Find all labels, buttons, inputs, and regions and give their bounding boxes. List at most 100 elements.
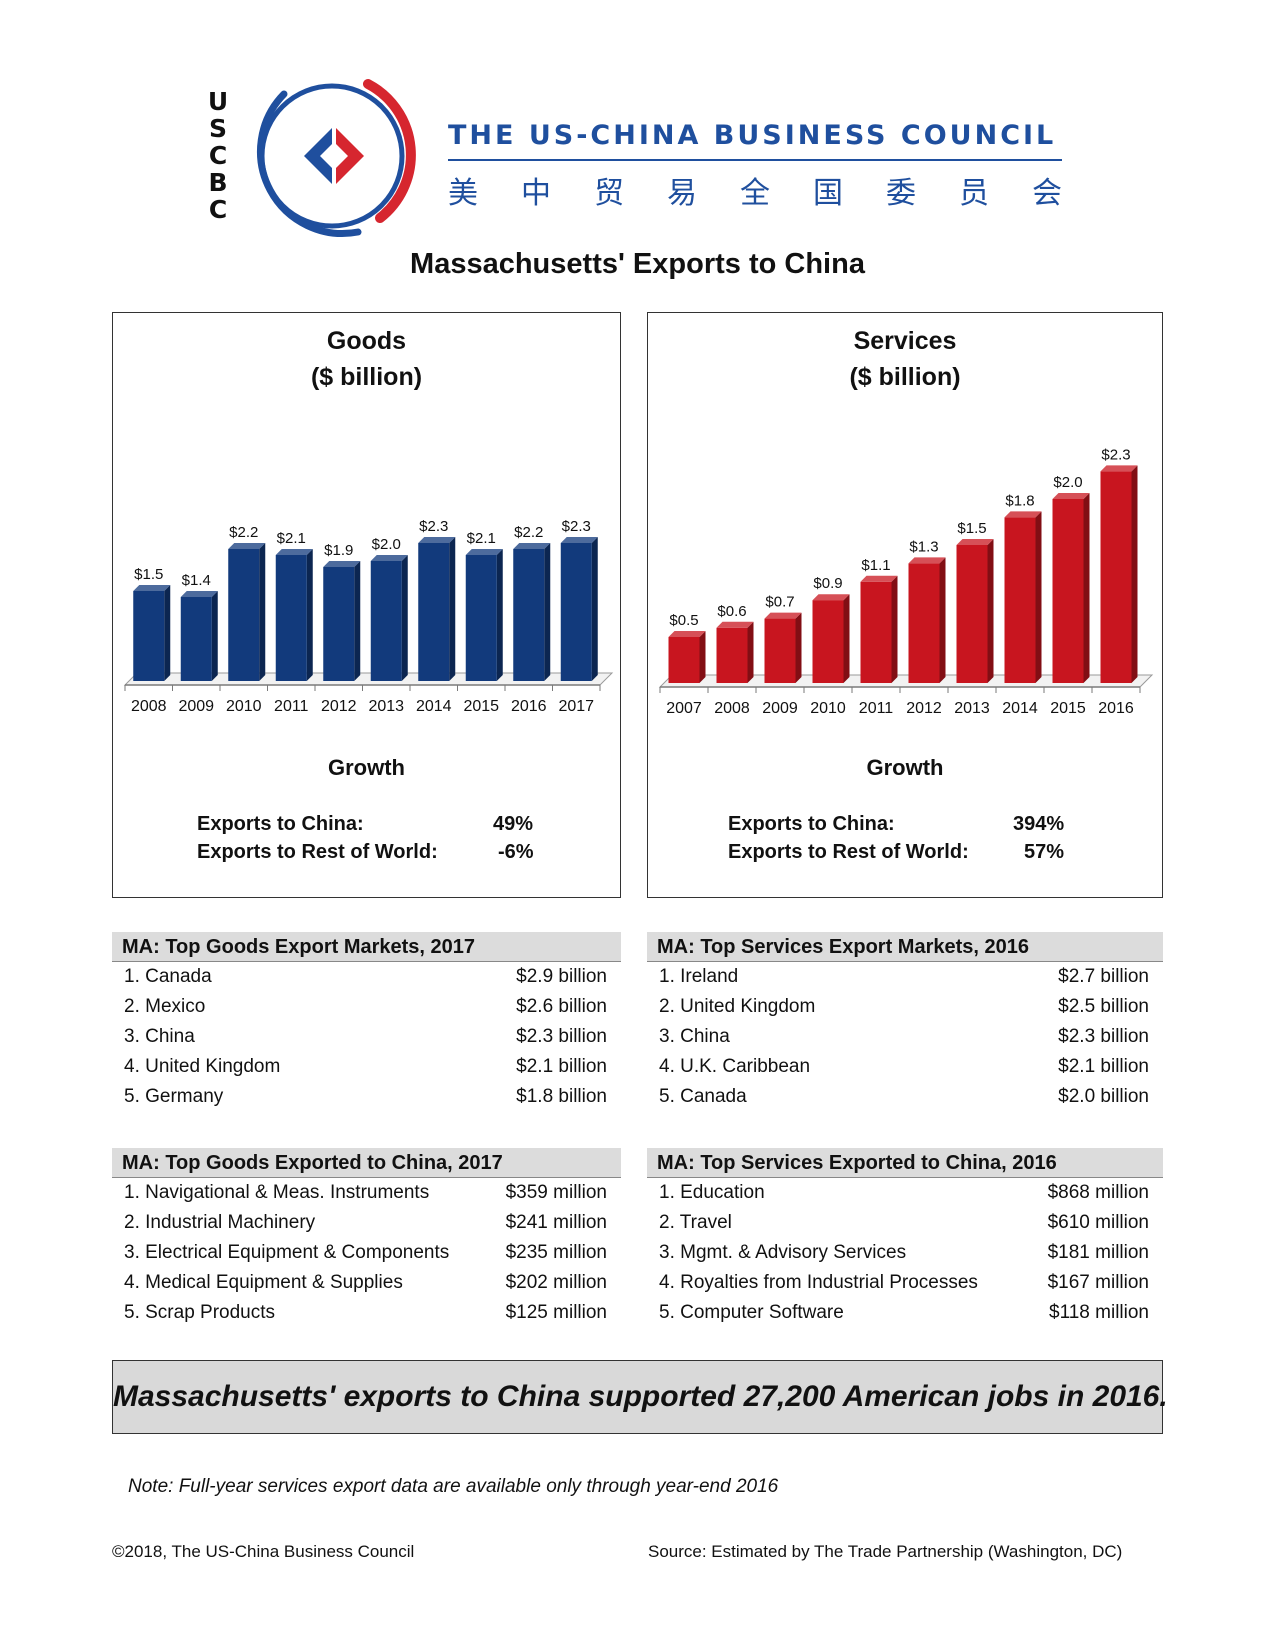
row-label: 5. Germany [124, 1086, 224, 1107]
bar [1004, 517, 1036, 683]
services-growth-value-china: 394% [1013, 813, 1065, 835]
goods-growth-value-world: -6% [498, 841, 534, 863]
data-label: $2.3 [562, 518, 591, 535]
logo-vertical-letters: U S C B C [203, 88, 233, 223]
logo-letter: U [207, 87, 229, 116]
data-label: $1.9 [324, 542, 353, 559]
bar [465, 555, 497, 681]
bar [668, 637, 700, 683]
data-label: $2.3 [1101, 446, 1130, 463]
row-label: 3. China [659, 1026, 730, 1047]
bar-top [908, 557, 946, 564]
table-row: 5. Scrap Products $125 million [112, 1298, 621, 1328]
services-chart-title-line2: ($ billion) [849, 363, 961, 391]
logo-red-arc [363, 79, 416, 223]
bar [418, 543, 450, 681]
table-row: 5. Computer Software $118 million [647, 1298, 1163, 1328]
row-value: $181 million [1047, 1242, 1149, 1263]
row-value: $125 million [505, 1302, 607, 1323]
x-tick-label: 2010 [226, 698, 262, 715]
bar [513, 549, 545, 681]
row-label: 5. Scrap Products [124, 1302, 276, 1323]
cn-char: 中 [521, 176, 551, 211]
data-label: $1.4 [182, 572, 211, 589]
row-value: $2.0 billion [1058, 1086, 1149, 1107]
data-label: $2.1 [467, 530, 496, 547]
row-label: 2. United Kingdom [659, 996, 816, 1017]
row-label: 1. Navigational & Meas. Instruments [124, 1182, 430, 1203]
page-title: Massachusetts' Exports to China [410, 248, 865, 280]
bar-side [795, 612, 802, 683]
data-label: $1.5 [134, 566, 163, 583]
row-value: $359 million [505, 1182, 607, 1203]
goods-bar-chart: $1.5 2008 $1.4 2009 $2.2 2010 $2.1 2011 $1.9 2012… [123, 518, 614, 715]
bar-side [1035, 511, 1042, 683]
logo-letter: B [208, 168, 228, 197]
bar-side [544, 543, 551, 681]
bar-side [449, 537, 456, 681]
bar-side [401, 555, 408, 681]
row-value: $241 million [505, 1212, 607, 1233]
logo-letter: C [208, 141, 228, 170]
x-tick-label: 2007 [666, 700, 702, 717]
row-label: 5. Computer Software [659, 1302, 844, 1323]
bar-side [259, 543, 266, 681]
bar-top [513, 543, 551, 549]
services-markets-table: MA: Top Services Export Markets, 2016 1.… [647, 932, 1163, 1112]
x-tick-label: 2014 [416, 698, 452, 715]
data-label: $0.5 [669, 612, 698, 629]
bar [812, 600, 844, 683]
row-value: $2.7 billion [1058, 966, 1149, 987]
services-to-china-table: MA: Top Services Exported to China, 2016… [647, 1148, 1163, 1328]
table-row: 5. Germany $1.8 billion [112, 1082, 621, 1112]
goods-markets-table: MA: Top Goods Export Markets, 2017 1. Ca… [112, 932, 621, 1112]
bar [370, 561, 402, 681]
x-tick-label: 2014 [1002, 700, 1038, 717]
row-value: $2.3 billion [516, 1026, 607, 1047]
x-tick-label: 2017 [558, 698, 594, 715]
jobs-banner: Massachusetts' exports to China supporte… [112, 1360, 1168, 1434]
table-row: 5. Canada $2.0 billion [647, 1082, 1163, 1112]
table-row: 1. Canada $2.9 billion [112, 962, 621, 992]
bar-top [228, 543, 266, 549]
bar-side [164, 585, 171, 681]
data-label: $2.2 [229, 524, 258, 541]
row-value: $868 million [1047, 1182, 1149, 1203]
bar-side [843, 594, 850, 683]
table-row: 4. U.K. Caribbean $2.1 billion [647, 1052, 1163, 1082]
bar-top [764, 612, 802, 619]
row-label: 1. Canada [124, 966, 212, 987]
bar [860, 581, 892, 683]
source-credit: Source: Estimated by The Trade Partnersh… [648, 1542, 1123, 1561]
bar-top [418, 537, 456, 543]
council-name-chinese: 美 中 贸 易 全 国 委 员 会 [448, 168, 1062, 212]
row-value: $2.6 billion [516, 996, 607, 1017]
bar-top [560, 537, 598, 543]
bar [133, 591, 165, 681]
bar-side [591, 537, 598, 681]
x-tick-label: 2013 [368, 698, 404, 715]
table-row: 4. Medical Equipment & Supplies $202 mill… [112, 1268, 621, 1298]
data-label: $0.9 [813, 575, 842, 592]
cn-char: 贸 [594, 176, 624, 211]
table-header: MA: Top Services Export Markets, 2016 [647, 932, 1163, 962]
bar-top [716, 621, 754, 628]
bar-side [496, 549, 503, 681]
row-value: $2.3 billion [1058, 1026, 1149, 1047]
row-label: 2. Mexico [124, 996, 206, 1017]
x-tick-label: 2009 [178, 698, 214, 715]
council-name: THE US-CHINA BUSINESS COUNCIL [448, 120, 1057, 151]
bar [560, 543, 592, 681]
x-tick-label: 2011 [274, 698, 309, 715]
row-value: $2.9 billion [516, 966, 607, 987]
x-tick-label: 2015 [463, 698, 499, 715]
row-value: $1.8 billion [516, 1086, 607, 1107]
table-row: 1. Navigational & Meas. Instruments $359 … [112, 1178, 621, 1208]
bar-side [987, 539, 994, 683]
x-tick-label: 2009 [762, 700, 798, 717]
row-label: 2. Travel [659, 1212, 732, 1233]
row-value: $202 million [505, 1272, 607, 1293]
bar-top [956, 539, 994, 545]
bar-top [133, 585, 171, 591]
bar-side [699, 631, 706, 683]
